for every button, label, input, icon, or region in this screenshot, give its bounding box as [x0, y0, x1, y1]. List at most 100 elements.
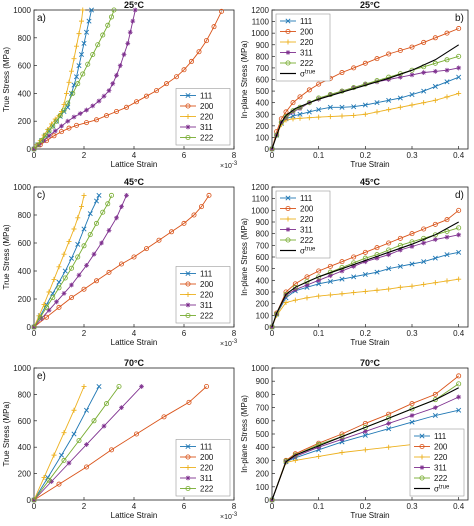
legend-label: 200 — [434, 443, 448, 452]
series-220 — [31, 7, 86, 152]
panel-label: a) — [37, 13, 46, 24]
data-point — [75, 254, 81, 260]
data-point — [283, 300, 289, 305]
data-point — [374, 245, 380, 251]
legend-marker — [185, 270, 191, 277]
data-point — [409, 67, 415, 73]
data-point — [100, 209, 106, 215]
data-point — [351, 263, 357, 269]
data-point — [56, 285, 62, 291]
data-point — [94, 278, 100, 284]
data-point — [156, 237, 162, 243]
data-point — [121, 52, 127, 57]
panel-label: d) — [455, 190, 464, 201]
data-point — [84, 464, 90, 470]
data-point — [290, 109, 296, 115]
data-point — [362, 249, 368, 255]
data-point — [74, 122, 80, 128]
data-point — [397, 74, 403, 80]
y-tick-label: 800 — [18, 34, 32, 43]
data-point — [269, 146, 275, 152]
data-point — [62, 268, 68, 274]
data-point — [61, 291, 67, 296]
x-tick-label: 8 — [232, 502, 237, 511]
data-point — [75, 241, 81, 247]
y-tick-label: 0 — [265, 323, 270, 332]
y-axis-label: True Stress (MPa) — [2, 224, 11, 289]
data-point — [432, 391, 438, 397]
data-point — [397, 263, 403, 269]
legend-marker — [185, 485, 191, 491]
y-tick-label: 0 — [265, 145, 270, 154]
data-point — [96, 98, 102, 104]
x-tick-label: 0.2 — [360, 151, 372, 160]
data-point — [61, 251, 67, 257]
y-tick-label: 500 — [256, 430, 270, 439]
y-axis-label: In-plane Stress (MPa) — [240, 40, 249, 118]
data-point — [61, 102, 67, 108]
data-point — [69, 68, 74, 74]
data-point — [304, 282, 310, 288]
legend-marker — [285, 28, 291, 34]
data-point — [36, 142, 42, 148]
series-222 — [269, 53, 462, 152]
data-point — [211, 24, 217, 30]
legend-marker — [185, 312, 191, 318]
data-point — [186, 399, 192, 405]
y-tick-label: 400 — [18, 443, 32, 452]
data-point — [95, 42, 101, 48]
data-point — [106, 88, 112, 94]
y-tick-label: 1000 — [13, 6, 31, 15]
data-point — [362, 432, 368, 438]
data-point — [409, 401, 415, 407]
data-point — [74, 43, 79, 49]
y-tick-label: 300 — [256, 456, 270, 465]
x-exponent-label: ×10-3 — [220, 339, 238, 348]
legend-label: 311 — [200, 474, 213, 483]
data-point — [94, 220, 100, 226]
series-line — [33, 386, 100, 501]
data-point — [79, 204, 84, 210]
data-point — [65, 118, 71, 124]
data-point — [111, 7, 117, 13]
y-tick-label: 100 — [256, 311, 270, 320]
series-line — [271, 234, 459, 328]
data-point — [432, 232, 438, 238]
data-point — [46, 128, 52, 134]
data-point — [54, 299, 59, 305]
data-point — [83, 29, 90, 35]
data-point — [316, 444, 322, 450]
panel-label: e) — [37, 371, 46, 382]
x-tick-label: 0.3 — [406, 151, 418, 160]
data-point — [143, 246, 149, 252]
x-tick-label: 0.2 — [360, 329, 372, 338]
data-point — [76, 438, 82, 444]
data-point — [100, 32, 106, 38]
data-point — [327, 114, 333, 120]
data-point — [83, 407, 90, 413]
x-tick-label: 0.1 — [313, 329, 325, 338]
data-point — [456, 53, 462, 59]
panel-label: c) — [37, 190, 45, 201]
series-sigma-true — [271, 387, 459, 501]
legend-label: 200 — [300, 28, 314, 37]
data-point — [80, 7, 86, 13]
data-point — [290, 100, 296, 106]
data-point — [44, 314, 50, 320]
series-line — [271, 44, 459, 150]
data-point — [362, 271, 368, 278]
y-tick-label: 0 — [27, 323, 32, 332]
legend-marker — [185, 292, 191, 297]
x-axis-label: True Strain — [350, 511, 389, 520]
series-111 — [31, 383, 102, 503]
data-point — [362, 424, 368, 430]
data-point — [306, 100, 312, 106]
data-point — [432, 413, 438, 419]
data-point — [456, 407, 462, 413]
data-point — [316, 453, 322, 459]
x-tick-label: 2 — [82, 329, 87, 338]
legend-label: 311 — [434, 464, 447, 473]
data-point — [69, 295, 75, 301]
